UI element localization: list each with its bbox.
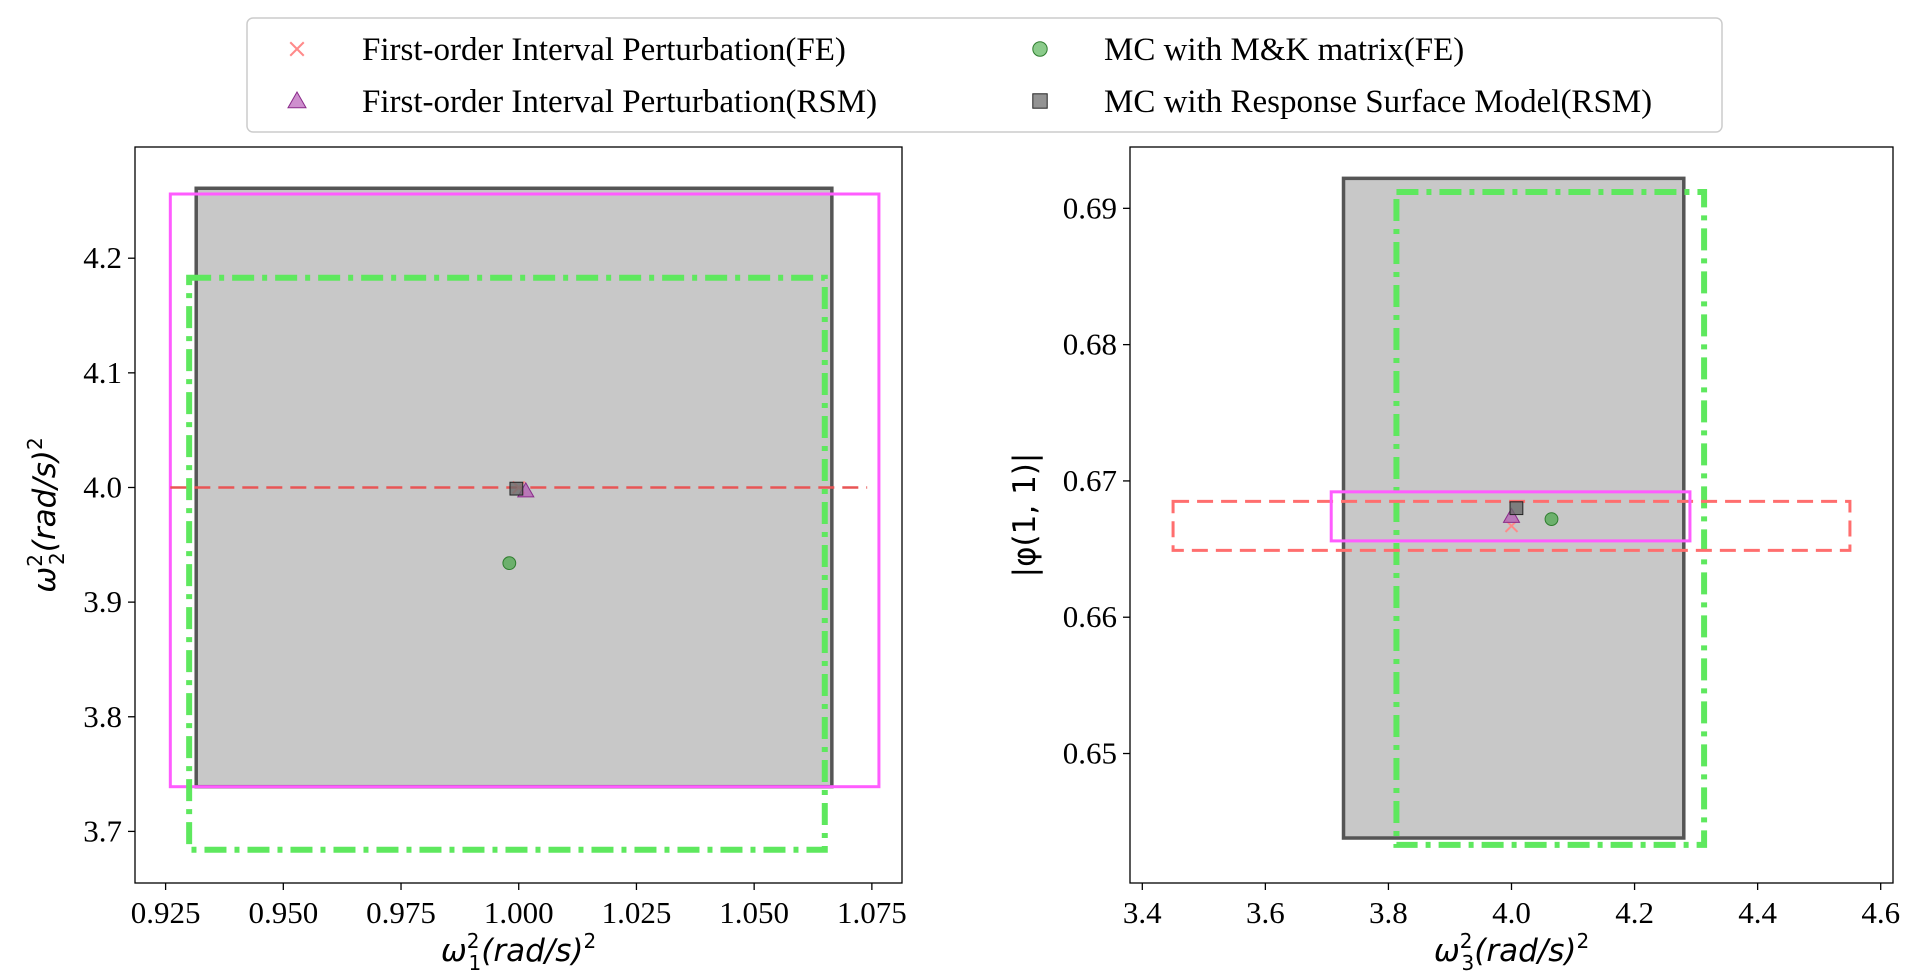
legend-marker-square [1032, 93, 1048, 109]
x-tick-label: 4.6 [1861, 895, 1900, 930]
legend-marker-x [289, 41, 305, 57]
y-tick-label: 4.0 [83, 469, 122, 504]
legend-label: MC with Response Surface Model(RSM) [1104, 84, 1652, 120]
mc-with-m-k-matrix-fe-point [502, 556, 517, 571]
y-tick-label: 0.69 [1063, 190, 1117, 225]
x-tick-label: 4.4 [1738, 895, 1777, 930]
legend-entry-first-order-interval-perturbation-rsm: First-order Interval Perturbation(RSM) [287, 84, 877, 120]
y-tick-label: 0.67 [1063, 463, 1117, 498]
legend-label: MC with M&K matrix(FE) [1104, 32, 1464, 68]
legend-entry-mc-with-response-surface-model-rsm: MC with Response Surface Model(RSM) [1032, 84, 1652, 120]
left-x-axis-label: ω2 1(rad/s)2 [441, 929, 596, 975]
first-order-interval-perturbation-rsm-point [1502, 507, 1521, 523]
left-subplot: 0.925 0.950 0.975 1.000 1.025 1.050 1.075 3.7 3.… [23, 146, 907, 975]
legend-frame [246, 17, 1723, 133]
x-tick-label: 1.075 [837, 895, 907, 930]
first-order-interval-perturbation-rsm-box [1329, 490, 1692, 543]
mc-with-m-k-matrix-fe-point [1544, 512, 1559, 526]
right-y-axis-label: |φ(1, 1)| [1007, 453, 1043, 578]
legend-label: First-order Interval Perturbation(RSM) [362, 84, 877, 120]
mc-with-response-surface-model-rsm-point [1509, 501, 1524, 516]
x-tick-label: 4.0 [1492, 895, 1531, 930]
x-tick-label: 0.925 [131, 895, 201, 930]
legend-marker-triangle [287, 90, 307, 109]
y-tick-label: 0.68 [1063, 327, 1117, 362]
x-tick-label: 1.025 [602, 895, 672, 930]
right-subplot: 3.4 3.6 3.8 4.0 4.2 4.4 4.6 0.65 0.66 0.67 0.68 0.6… [1007, 146, 1900, 975]
legend-label: First-order Interval Perturbation(FE) [362, 32, 846, 68]
x-tick-label: 3.4 [1123, 895, 1162, 930]
x-tick-label: 3.6 [1246, 895, 1285, 930]
x-tick-label: 3.8 [1369, 895, 1408, 930]
y-tick-label: 0.66 [1063, 599, 1117, 634]
right-x-axis-label: ω2 3(rad/s)2 [1434, 929, 1589, 975]
y-tick-label: 4.2 [83, 240, 122, 275]
y-tick-label: 3.9 [83, 584, 122, 619]
mc-with-m-k-matrix-fe-box [1393, 188, 1708, 848]
legend-entry-mc-with-m-k-matrix-fe: MC with M&K matrix(FE) [1032, 32, 1464, 68]
right-plot-area [1171, 176, 1852, 848]
legend-entry-first-order-interval-perturbation-fe: First-order Interval Perturbation(FE) [289, 32, 846, 68]
x-tick-label: 0.950 [248, 895, 318, 930]
x-tick-label: 4.2 [1615, 895, 1654, 930]
y-tick-label: 0.65 [1063, 736, 1117, 771]
left-plot-area [168, 186, 881, 853]
x-tick-label: 1.000 [484, 895, 554, 930]
left-y-axis-label: ω22(rad/s)2 [23, 437, 69, 592]
mc-with-m-k-matrix-fe-box [186, 274, 828, 853]
mc-with-response-surface-model-rsm-point [509, 481, 524, 496]
legend: First-order Interval Perturbation(FE) MC … [246, 17, 1723, 133]
first-order-interval-perturbation-rsm-box [168, 192, 881, 789]
x-tick-label: 1.050 [719, 895, 789, 930]
y-tick-label: 3.7 [83, 813, 122, 848]
x-tick-label: 0.975 [366, 895, 436, 930]
y-tick-label: 4.1 [83, 355, 122, 390]
y-tick-label: 3.8 [83, 699, 122, 734]
legend-marker-circle [1032, 41, 1048, 57]
